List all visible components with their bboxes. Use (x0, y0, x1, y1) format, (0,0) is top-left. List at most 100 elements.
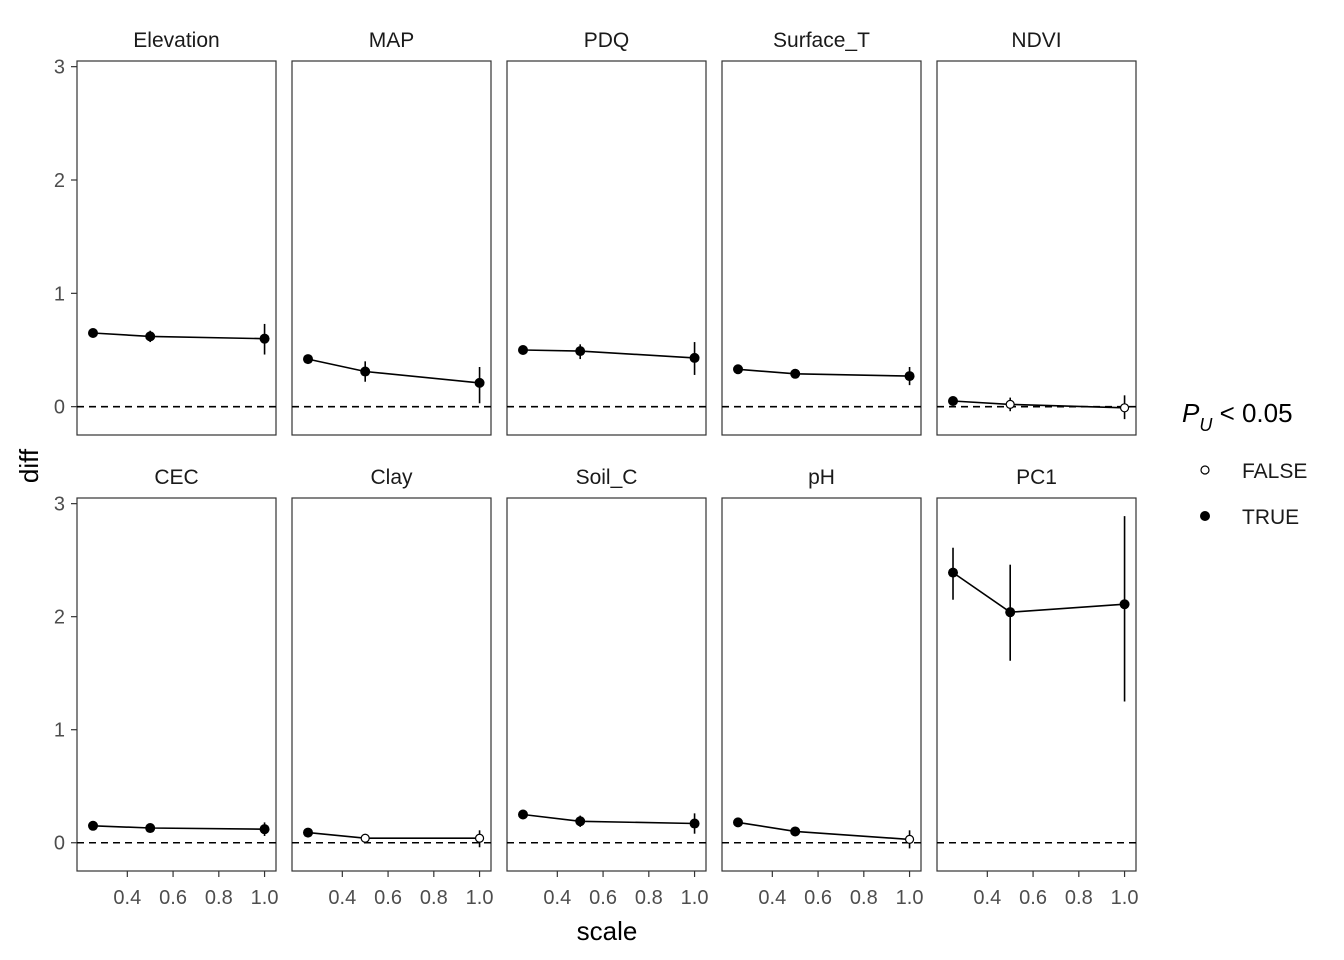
y-tick-label: 1 (54, 720, 65, 742)
legend: PU < 0.05 FALSE TRUE (1182, 398, 1307, 529)
data-point-true (733, 817, 744, 828)
x-tick-label: 0.8 (1065, 887, 1093, 909)
data-point-true (575, 816, 586, 827)
panel-border (506, 60, 707, 436)
x-tick-label: 0.4 (758, 887, 786, 909)
x-tick-label: 0.8 (635, 887, 663, 909)
facet-panels: Elevation MAP PDQ Surface_T NDVI CEC Clay Soil_… (76, 29, 1137, 872)
data-point-true (259, 333, 270, 344)
x-tick-label: 0.6 (589, 887, 617, 909)
strip-label: pH (808, 466, 835, 489)
data-point-true (904, 371, 915, 382)
data-point-false (1119, 403, 1130, 413)
legend-title-subscript: U (1199, 415, 1213, 435)
x-axis-clay: 0.4 0.6 0.8 1.0 (328, 871, 493, 909)
x-tick-label: 0.6 (1019, 887, 1047, 909)
panel-border (291, 497, 492, 872)
strip-label: CEC (154, 466, 198, 489)
data-point-true (518, 345, 529, 355)
data-point-true (790, 368, 801, 379)
panel-elevation: Elevation (76, 29, 277, 436)
x-tick-label: 0.4 (328, 887, 356, 909)
data-point-true (88, 328, 99, 338)
x-tick-label: 0.6 (804, 887, 832, 909)
strip-label: Elevation (133, 29, 219, 52)
strip-label: PC1 (1016, 466, 1057, 489)
panel-pdq: PDQ (506, 29, 707, 436)
data-point-true (474, 377, 485, 388)
data-point-true (1119, 599, 1130, 610)
x-axis-title: scale (577, 916, 638, 946)
legend-key-open-circle (1200, 465, 1210, 475)
data-point-true (948, 567, 959, 578)
data-point-false (1005, 399, 1015, 409)
y-axes: 0 1 2 3 0 1 2 3 (54, 57, 77, 855)
data-point-true (303, 354, 314, 365)
x-tick-label: 0.4 (113, 887, 141, 909)
panel-border (291, 60, 492, 436)
data-point-true (689, 352, 700, 363)
data-point-true (259, 824, 270, 835)
data-point-true (145, 331, 156, 342)
panel-border (76, 60, 277, 436)
panel-border (721, 497, 922, 872)
data-point-true (518, 809, 529, 820)
data-point-false (904, 834, 915, 844)
legend-item-false: FALSE (1200, 460, 1307, 483)
panel-ph: pH (721, 466, 922, 872)
y-tick-label: 2 (54, 170, 65, 192)
legend-title: PU < 0.05 (1182, 398, 1293, 435)
x-tick-label: 0.4 (973, 887, 1001, 909)
data-point-true (790, 826, 801, 837)
panel-cec: CEC (76, 466, 277, 872)
data-point-false (360, 833, 370, 843)
x-tick-label: 1.0 (681, 887, 709, 909)
x-axis-cec: 0.4 0.6 0.8 1.0 (113, 871, 278, 909)
panel-border (506, 497, 707, 872)
y-axis-row-2: 0 1 2 3 (54, 494, 77, 855)
panel-border (721, 60, 922, 436)
x-tick-label: 0.4 (543, 887, 571, 909)
data-point-true (689, 818, 700, 829)
y-tick-label: 3 (54, 494, 65, 516)
panel-border (76, 497, 277, 872)
strip-label: Soil_C (576, 466, 638, 489)
data-point-true (1005, 607, 1016, 618)
x-tick-label: 1.0 (1111, 887, 1139, 909)
panel-border (936, 497, 1137, 872)
strip-label: Clay (370, 466, 413, 489)
y-tick-label: 1 (54, 283, 65, 305)
data-point-true (360, 366, 371, 377)
data-point-true (733, 364, 744, 375)
panel-surface-t: Surface_T (721, 29, 922, 436)
x-tick-label: 0.6 (374, 887, 402, 909)
x-axes: 0.4 0.6 0.8 1.0 0.4 0.6 0.8 1.0 0.4 0.6 0.8 1.0 0.4 0… (113, 871, 1138, 909)
panel-pc1: PC1 (936, 466, 1137, 872)
strip-label: MAP (369, 29, 415, 52)
x-tick-label: 0.8 (850, 887, 878, 909)
x-axis-ph: 0.4 0.6 0.8 1.0 (758, 871, 923, 909)
y-tick-label: 3 (54, 57, 65, 79)
data-point-true (575, 346, 586, 357)
legend-label: FALSE (1242, 460, 1307, 483)
legend-title-main: P (1182, 398, 1200, 428)
x-axis-soil-c: 0.4 0.6 0.8 1.0 (543, 871, 708, 909)
panel-border (936, 60, 1137, 436)
legend-label: TRUE (1242, 506, 1299, 529)
strip-label: PDQ (584, 29, 630, 52)
data-point-false (474, 833, 485, 843)
panel-clay: Clay (291, 466, 492, 872)
x-tick-label: 0.8 (420, 887, 448, 909)
x-axis-pc1: 0.4 0.6 0.8 1.0 (973, 871, 1138, 909)
x-tick-label: 1.0 (251, 887, 279, 909)
strip-label: NDVI (1011, 29, 1061, 52)
panel-soil-c: Soil_C (506, 466, 707, 872)
y-axis-title: diff (14, 448, 44, 483)
panel-ndvi: NDVI (936, 29, 1137, 436)
strip-label: Surface_T (773, 29, 870, 52)
y-tick-label: 0 (54, 833, 65, 855)
y-axis-row-1: 0 1 2 3 (54, 57, 77, 419)
data-point-true (88, 820, 99, 831)
x-tick-label: 0.8 (205, 887, 233, 909)
